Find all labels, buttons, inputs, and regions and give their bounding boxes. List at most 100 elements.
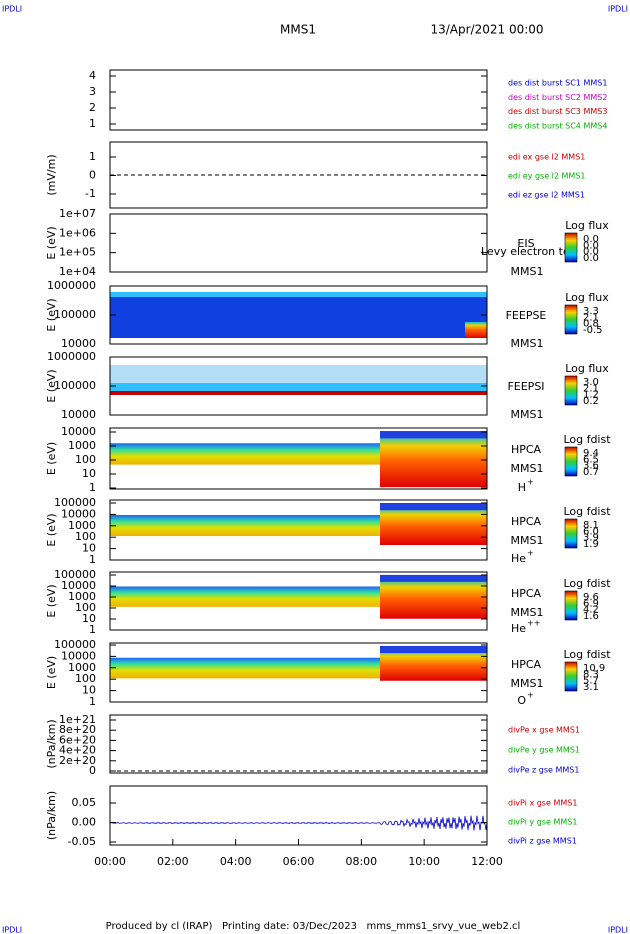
x-tick-label: 08:00 bbox=[345, 855, 377, 868]
colorbar-title: Log fdist bbox=[563, 505, 611, 518]
legend-entry: edi ex gse l2 MMS1 bbox=[508, 153, 585, 162]
y-tick-label: 10 bbox=[82, 542, 96, 555]
plot-date: 13/Apr/2021 00:00 bbox=[430, 23, 543, 37]
colorbar-label: 0.0 bbox=[583, 234, 599, 245]
plot-title: MMS1 bbox=[280, 23, 316, 37]
y-tick-label: 1 bbox=[89, 695, 96, 708]
colorbar-label: 0.0 bbox=[583, 240, 599, 251]
species-name: He bbox=[511, 552, 526, 565]
y-tick-label: 0 bbox=[89, 169, 96, 182]
y-axis-label: E (eV) bbox=[45, 442, 58, 475]
y-tick-label: 1e+04 bbox=[59, 265, 96, 278]
panel-frame bbox=[109, 499, 488, 561]
colorbar bbox=[564, 446, 578, 477]
legend-entry: divPe y gse MMS1 bbox=[508, 746, 580, 755]
y-tick-label: 1000000 bbox=[47, 350, 96, 363]
y-axis-label: (nPa/km) bbox=[45, 791, 58, 840]
y-tick-label: 1000 bbox=[68, 661, 96, 674]
colorbar-label: 6.9 bbox=[583, 598, 599, 609]
y-axis-label: (mV/m) bbox=[45, 154, 58, 195]
y-axis-label: E (eV) bbox=[45, 298, 58, 331]
x-tick-label: 04:00 bbox=[220, 855, 252, 868]
legend-entry: des dist burst SC3 MMS3 bbox=[508, 107, 607, 116]
colorbar-label: 1.9 bbox=[583, 539, 599, 550]
spacecraft-label: MMS1 bbox=[511, 265, 544, 278]
legend-entry: divPi y gse MMS1 bbox=[508, 818, 577, 827]
spectrogram bbox=[110, 292, 487, 297]
x-tick-label: 02:00 bbox=[157, 855, 189, 868]
colorbar-label: 3.1 bbox=[583, 682, 599, 693]
colorbar-label: 5.7 bbox=[583, 676, 599, 687]
spectrogram bbox=[380, 650, 487, 681]
spacecraft-label: MMS1 bbox=[511, 337, 544, 350]
spectrogram bbox=[110, 586, 380, 607]
y-tick-label: 8e+20 bbox=[59, 723, 96, 736]
y-axis-label: E (eV) bbox=[45, 513, 58, 546]
colorbar-label: 3.3 bbox=[583, 306, 599, 317]
y-tick-label: 0.05 bbox=[72, 796, 97, 809]
spectrogram bbox=[110, 443, 380, 465]
x-tick-label: 00:00 bbox=[94, 855, 126, 868]
colorbar-label: 3.6 bbox=[583, 461, 599, 472]
spacecraft-label: MMS1 bbox=[511, 408, 544, 421]
colorbar-label: 8.1 bbox=[583, 520, 599, 531]
trace bbox=[109, 815, 488, 831]
y-tick-label: 1000000 bbox=[47, 279, 96, 292]
y-tick-label: 1e+07 bbox=[59, 207, 96, 220]
y-tick-label: 10 bbox=[82, 684, 96, 697]
species-charge: ++ bbox=[527, 619, 540, 628]
x-tick-label: 12:00 bbox=[471, 855, 503, 868]
panel-frame bbox=[109, 427, 488, 490]
spectrogram bbox=[380, 431, 487, 439]
colorbar-title: Log fdist bbox=[563, 577, 611, 590]
species-name: He bbox=[511, 622, 526, 635]
colorbar-title: Log flux bbox=[565, 219, 609, 232]
instrument-label: EIS bbox=[517, 237, 534, 250]
colorbar-label: 1.6 bbox=[583, 611, 599, 622]
legend-entry: des dist burst SC1 MMS1 bbox=[508, 79, 607, 88]
spectrogram bbox=[380, 435, 487, 488]
y-tick-label: 10000 bbox=[61, 507, 96, 520]
spectrogram bbox=[110, 657, 380, 679]
instrument-label: HPCA bbox=[511, 658, 542, 671]
y-tick-label: 1 bbox=[89, 623, 96, 636]
y-tick-label: 2 bbox=[89, 101, 96, 114]
colorbar-label: 10.9 bbox=[583, 663, 605, 674]
colorbar bbox=[564, 518, 578, 549]
y-tick-label: 1 bbox=[89, 150, 96, 163]
colorbar-label: 8.3 bbox=[583, 669, 599, 680]
y-tick-label: 1e+05 bbox=[59, 246, 96, 259]
y-axis-label: E (eV) bbox=[45, 226, 58, 259]
spectrogram bbox=[380, 645, 487, 654]
spacecraft-label: MMS1 bbox=[511, 677, 544, 690]
colorbar-label: 3.9 bbox=[583, 533, 599, 544]
spectrogram bbox=[110, 391, 487, 395]
y-tick-label: 10 bbox=[82, 467, 96, 480]
legend-entry: divPe z gse MMS1 bbox=[508, 766, 579, 775]
colorbar-title: Log flux bbox=[565, 291, 609, 304]
spectrogram bbox=[380, 503, 487, 511]
y-tick-label: 0 bbox=[89, 764, 96, 777]
corner-label: IPDLI bbox=[608, 926, 628, 934]
y-tick-label: 1000 bbox=[68, 519, 96, 532]
legend-entry: divPi x gse MMS1 bbox=[508, 799, 577, 808]
y-tick-label: 4 bbox=[89, 69, 96, 82]
species-name: O bbox=[517, 694, 526, 707]
species-name: H bbox=[518, 481, 526, 494]
colorbar-label: 6.0 bbox=[583, 526, 599, 537]
y-tick-label: 100 bbox=[75, 453, 96, 466]
instrument-label: HPCA bbox=[511, 443, 542, 456]
instrument-label: FEEPSE bbox=[506, 309, 547, 322]
colorbar-label: -0.5 bbox=[583, 325, 603, 336]
y-axis-label: (nPa/km) bbox=[45, 719, 58, 768]
y-tick-label: 100 bbox=[75, 601, 96, 614]
spacecraft-label: MMS1 bbox=[511, 606, 544, 619]
panel-frame bbox=[109, 714, 488, 774]
y-tick-label: 3 bbox=[89, 85, 96, 98]
colorbar-label: 2.1 bbox=[583, 383, 599, 394]
instrument-label: FEEPSI bbox=[507, 380, 544, 393]
colorbar-label: 6.5 bbox=[583, 454, 599, 465]
y-axis-label: E (eV) bbox=[45, 584, 58, 617]
spectrogram bbox=[380, 574, 487, 582]
